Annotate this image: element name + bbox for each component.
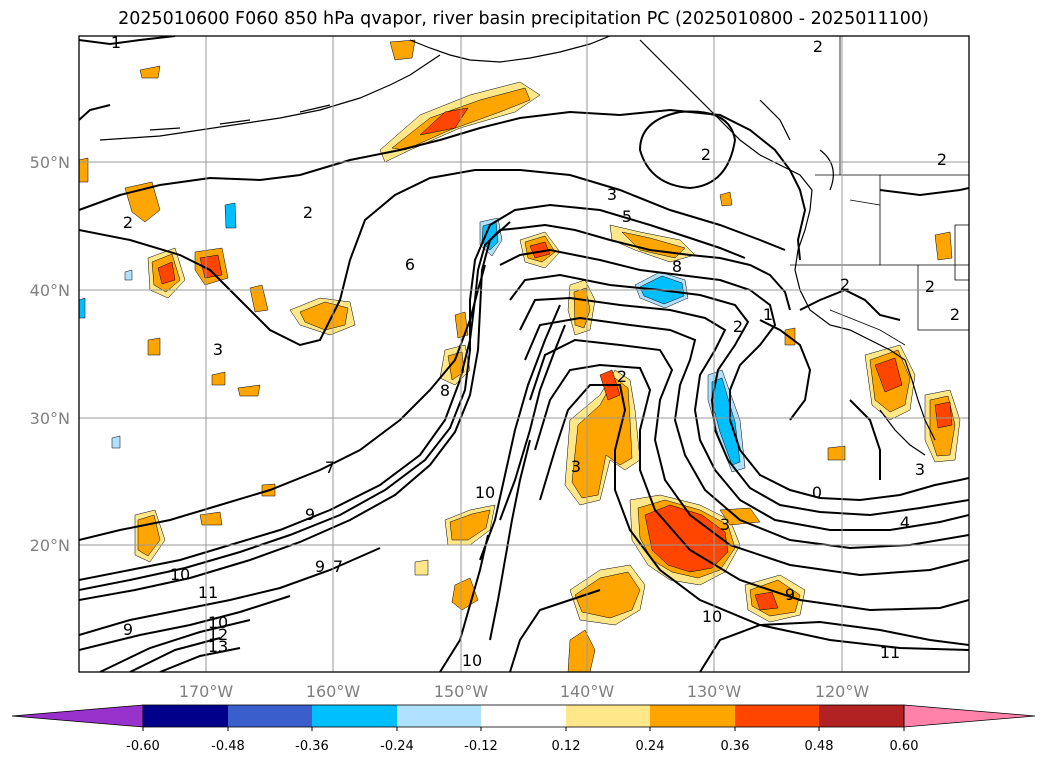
contour-label: 11 [880,643,900,662]
colorbar-segment [397,705,481,727]
lat-label-40n: 40°N [30,281,70,300]
lon-label-160w: 160°W [306,682,361,701]
contour-label: 1 [111,33,121,52]
contour-label: 13 [208,637,228,656]
graticule [79,36,969,672]
colorbar-segment [650,705,735,727]
contour-label: 10 [208,613,228,632]
contour-label: 3 [213,340,223,359]
lon-label-170w: 170°W [179,682,234,701]
colorbar-label: 0.12 [552,739,581,754]
contour-label: 3 [571,457,581,476]
colorbar-segment [481,705,566,727]
colorbar-label: 0.36 [721,739,750,754]
colorbar-segment [228,705,312,727]
contour-label: 9 [315,557,325,576]
colorbar-label: -0.48 [211,739,245,754]
contour-label: 10 [462,651,482,670]
contour-label: 7 [333,557,343,576]
contour-label: 2 [925,277,935,296]
contour-label: 4 [900,513,910,532]
colorbar-frame [142,704,905,728]
lat-label-50n: 50°N [30,153,70,172]
contour-label: 5 [622,207,632,226]
lon-label-130w: 130°W [687,682,742,701]
contour-label: 0 [812,483,822,502]
colorbar-label: 0.24 [636,739,665,754]
political-borders [790,36,969,346]
colorbar-extension-low [11,704,144,728]
colorbar-segment [819,705,904,727]
colorbar-segment [566,705,650,727]
colorbar-label: -0.12 [464,739,498,754]
colorbar-segment [312,705,397,727]
contour-label: 11 [198,583,218,602]
contour-label: 2 [303,203,313,222]
contour-label: 1 [763,305,773,324]
contour-label: 10 [475,483,495,502]
latitude-labels: 50°N 40°N 30°N 20°N [30,153,70,555]
colorbar-label: 0.48 [805,739,834,754]
contour-label: 10 [702,607,722,626]
colorbar-label: -0.24 [380,739,414,754]
contour-label: 2 [840,275,850,294]
contour-label: 8 [672,257,682,276]
contour-label: 6 [405,255,415,274]
map-frame [78,35,970,673]
contour-label: 2 [950,305,960,324]
contour-label: 3 [915,460,925,479]
lat-label-30n: 30°N [30,409,70,428]
colorbar-extension-high [903,704,1036,728]
map-title: 2025010600 F060 850 hPa qvapor, river ba… [118,9,929,29]
lon-label-140w: 140°W [560,682,615,701]
longitude-labels: 170°W 160°W 150°W 140°W 130°W 120°W [179,682,870,701]
colorbar-label: -0.60 [126,739,160,754]
contour-label: 2 [813,37,823,56]
contour-label: 12 [208,625,228,644]
colorbar-label: 0.60 [890,739,919,754]
colorbar [11,704,1036,731]
contour-label: 9 [123,620,133,639]
lat-label-20n: 20°N [30,536,70,555]
contour-label: 9 [305,505,315,524]
contour-label: 3 [720,515,730,534]
contour-label: 2 [617,367,627,386]
lon-label-150w: 150°W [434,682,489,701]
colorbar-label: -0.36 [295,739,329,754]
contour-label: 10 [170,565,190,584]
contour-label: 2 [937,150,947,169]
contour-label: 3 [607,185,617,204]
contour-label: 8 [440,381,450,400]
contour-label: 2 [733,317,743,336]
contour-label: 2 [701,145,711,164]
colorbar-segment [143,705,228,727]
colorbar-segment [735,705,819,727]
lon-label-120w: 120°W [815,682,870,701]
contour-label: 2 [123,213,133,232]
contour-label: 7 [325,458,335,477]
colorbar-labels: -0.60 -0.48 -0.36 -0.24 -0.12 0.12 0.24 … [126,739,918,754]
contour-label: 9 [785,585,795,604]
qvapor-contours [79,36,969,672]
